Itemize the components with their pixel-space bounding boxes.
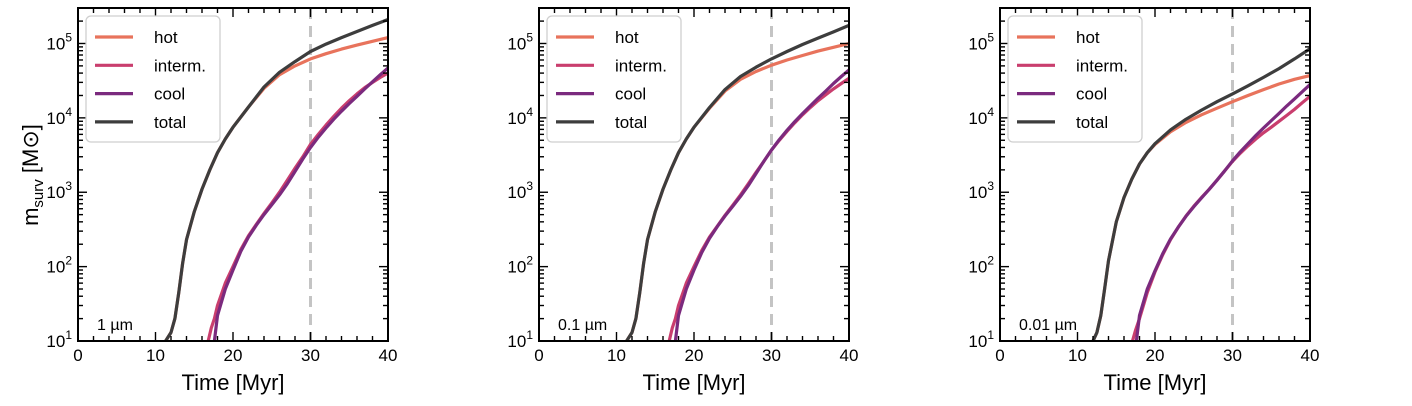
- x-tick-label: 30: [762, 346, 781, 365]
- legend-label: hot: [154, 28, 178, 47]
- series-line-total: [1091, 47, 1310, 341]
- legend-box: [1007, 15, 1143, 143]
- x-tick-label: 40: [1301, 346, 1320, 365]
- y-tick-label: 101: [968, 328, 994, 351]
- y-tick-label: 102: [968, 254, 994, 277]
- legend: hot interm. cool total: [546, 15, 682, 143]
- y-tick-label: 105: [46, 30, 72, 53]
- x-tick-label: 40: [840, 346, 859, 365]
- panel-2: 0 10 20 30 40 101 102 103 104 105 Time [Myr] hot int…: [507, 7, 859, 395]
- grain-size-annotation: 1 µm: [97, 317, 133, 334]
- series-line-total: [625, 23, 849, 341]
- x-tick-label: 10: [1068, 346, 1087, 365]
- legend-label: total: [615, 113, 647, 132]
- legend-label: cool: [615, 85, 646, 104]
- series-line-interm: [206, 71, 388, 341]
- legend-label: hot: [1076, 28, 1100, 47]
- legend-label: hot: [615, 28, 639, 47]
- y-tick-label: 103: [968, 179, 994, 202]
- y-tick-label: 104: [46, 105, 72, 128]
- plot-frame: [77, 7, 389, 342]
- series-line-cool: [212, 66, 388, 341]
- y-tick-label: 103: [46, 179, 72, 202]
- legend-label: interm.: [615, 56, 667, 75]
- series-line-interm: [1130, 94, 1310, 341]
- plot-frame: [538, 7, 850, 342]
- y-tick-label: 105: [968, 30, 994, 53]
- legend: hot interm. cool total: [85, 15, 221, 143]
- x-tick-label: 40: [379, 346, 398, 365]
- series-line-interm: [667, 76, 849, 341]
- x-tick-label: 30: [301, 346, 320, 365]
- legend-box: [546, 15, 682, 143]
- y-tick-label: 101: [507, 328, 533, 351]
- legend-label: cool: [154, 85, 185, 104]
- x-axis-label: Time [Myr]: [642, 370, 745, 395]
- grain-size-annotation: 0.01 µm: [1019, 317, 1077, 334]
- series-line-cool: [673, 68, 849, 341]
- x-tick-label: 30: [1223, 346, 1242, 365]
- legend-label: total: [154, 113, 186, 132]
- x-tick-label: 10: [607, 346, 626, 365]
- legend-label: interm.: [1076, 56, 1128, 75]
- series-group: [625, 23, 849, 341]
- x-axis-label: Time [Myr]: [181, 370, 284, 395]
- x-tick-label: 20: [1146, 346, 1165, 365]
- series-line-cool: [1134, 83, 1310, 341]
- y-tick-label: 103: [507, 179, 533, 202]
- panel-1: 0 10 20 30 40 101 102 103 104 105 Time [Myr] hot int…: [46, 7, 398, 395]
- plot-frame: [999, 7, 1311, 342]
- y-tick-label: 101: [46, 328, 72, 351]
- x-tick-label: 20: [685, 346, 704, 365]
- x-tick-label: 20: [224, 346, 243, 365]
- series-group: [1091, 47, 1310, 341]
- x-axis-label: Time [Myr]: [1103, 370, 1206, 395]
- series-line-total: [164, 17, 388, 341]
- y-tick-label: 104: [507, 105, 533, 128]
- grain-size-annotation: 0.1 µm: [558, 317, 607, 334]
- legend-box: [85, 15, 221, 143]
- x-tick-label: 10: [146, 346, 165, 365]
- y-tick-label: 105: [507, 30, 533, 53]
- legend: hot interm. cool total: [1007, 15, 1143, 143]
- y-tick-label: 104: [968, 105, 994, 128]
- x-tick-label: 0: [73, 346, 82, 365]
- panel-3: 0 10 20 30 40 101 102 103 104 105 Time [Myr] hot int…: [968, 7, 1320, 395]
- series-group: [164, 17, 388, 341]
- y-tick-label: 102: [507, 254, 533, 277]
- x-tick-label: 0: [995, 346, 1004, 365]
- legend-label: interm.: [154, 56, 206, 75]
- y-tick-label: 102: [46, 254, 72, 277]
- legend-label: total: [1076, 113, 1108, 132]
- y-axis-label: msurv [M⊙]: [18, 124, 47, 226]
- x-tick-label: 0: [534, 346, 543, 365]
- legend-label: cool: [1076, 85, 1107, 104]
